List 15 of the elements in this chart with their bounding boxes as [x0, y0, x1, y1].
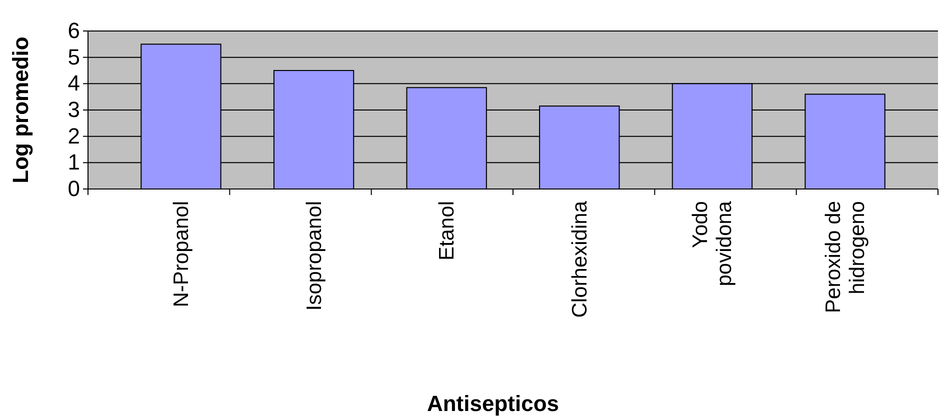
y-tick-label: 4 — [68, 70, 80, 96]
y-tick-label: 0 — [68, 176, 80, 202]
x-tick-label: Etanol — [436, 201, 459, 261]
x-tick-label: Clorhexidina — [568, 200, 592, 318]
y-tick-label: 1 — [68, 150, 80, 175]
x-tick-label: Yodo povidona — [689, 200, 736, 286]
y-tick-label: 6 — [68, 18, 80, 44]
x-axis-title: Antisepticos — [426, 391, 560, 416]
y-tick-label: 3 — [68, 97, 80, 122]
x-tick-label: Peroxido de hidrogeno — [822, 201, 870, 314]
y-tick-label: 5 — [68, 44, 80, 70]
x-tick-label: Isopropanol — [302, 201, 326, 311]
x-tick-label: N-Propanol — [170, 201, 193, 308]
y-axis-title: Log promedio — [8, 36, 33, 184]
y-tick-label: 2 — [68, 123, 80, 148]
